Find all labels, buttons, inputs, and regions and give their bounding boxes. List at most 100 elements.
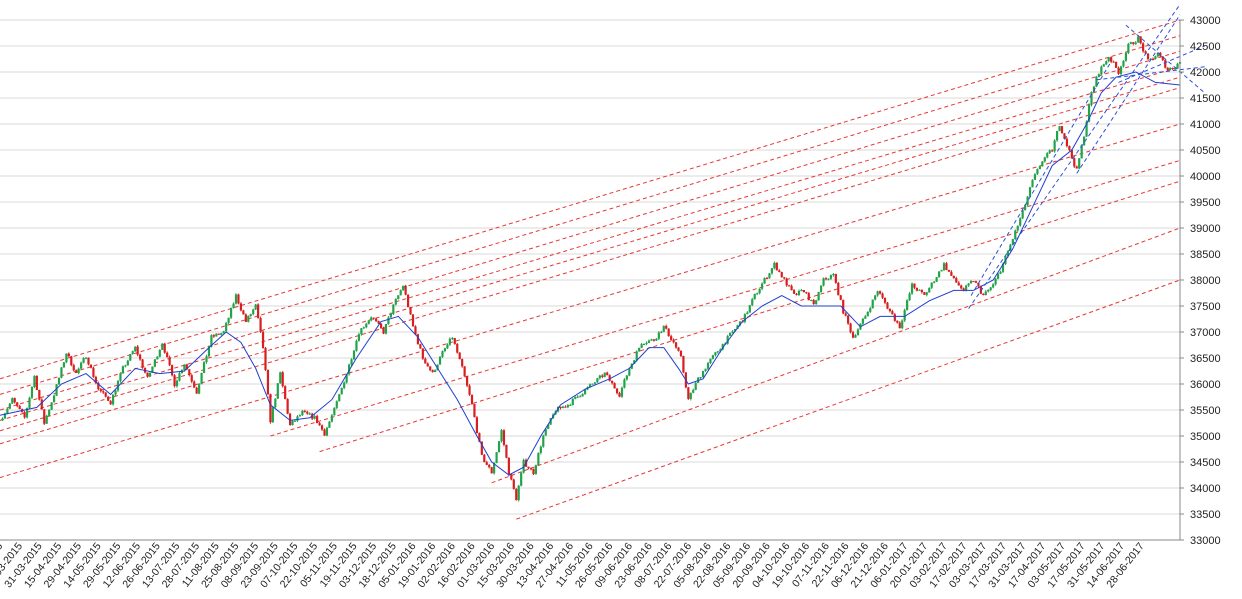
candle-body [473, 403, 476, 418]
candle-body [404, 285, 407, 295]
candle-body [360, 328, 363, 335]
candle-body [470, 394, 474, 404]
candle-body [606, 372, 609, 376]
candle-body [1014, 230, 1017, 240]
candle-body [75, 370, 78, 373]
candle-body [475, 417, 479, 434]
candle-body [601, 375, 604, 377]
candle-body [1146, 53, 1150, 60]
candle-body [202, 362, 206, 373]
candle-body [207, 346, 211, 357]
candle-body [746, 312, 749, 315]
candle-body [30, 386, 34, 398]
candle-body [758, 288, 761, 294]
candle-body [711, 355, 715, 359]
candle-body [264, 348, 267, 371]
candle-body [549, 418, 552, 425]
candle-body [1070, 149, 1073, 159]
candle-body [377, 321, 380, 324]
candle-body [581, 394, 584, 397]
candle-body [254, 304, 257, 310]
candle-body [109, 400, 112, 405]
candle-body [714, 352, 717, 356]
candle-body [667, 328, 670, 337]
candle-body [6, 408, 9, 414]
candle-body [161, 343, 164, 350]
candle-body [156, 356, 159, 360]
candle-body [662, 325, 665, 332]
candle-body [849, 323, 852, 333]
candle-body [141, 359, 144, 368]
candle-body [480, 441, 483, 455]
candle-body [478, 433, 481, 442]
candle-body [743, 314, 746, 322]
candle-body [1134, 42, 1137, 44]
candle-body [288, 413, 292, 425]
candle-body [881, 293, 884, 298]
candle-body [62, 362, 66, 368]
candle-body [414, 326, 417, 335]
candle-body [945, 263, 948, 270]
grid-lines [0, 19, 1180, 541]
candle-body [323, 429, 326, 436]
candle-body [807, 293, 810, 301]
candle-body [800, 290, 803, 292]
candle-body [544, 428, 547, 436]
candle-body [222, 331, 225, 334]
candle-body [620, 387, 624, 397]
candle-body [217, 333, 220, 335]
candle-body [266, 370, 270, 395]
candle-body [70, 356, 73, 366]
blue-trendline [1125, 24, 1205, 94]
candle-body [382, 327, 385, 334]
blue-trendline [968, 4, 1181, 309]
candle-body [43, 409, 46, 424]
candle-body [1053, 140, 1056, 152]
candle-body [274, 398, 277, 408]
candle-body [969, 281, 973, 284]
candle-body [89, 364, 93, 368]
candle-body [1127, 43, 1130, 53]
candle-body [384, 324, 388, 334]
candle-body [493, 462, 496, 474]
candle-body [699, 377, 702, 379]
candle-body [1075, 166, 1078, 169]
candle-body [347, 364, 351, 375]
candle-body [419, 344, 422, 349]
candle-body [1100, 66, 1103, 75]
candle-body [146, 372, 149, 377]
candle-body [788, 285, 791, 287]
candle-body [1105, 61, 1108, 65]
candle-body [773, 262, 776, 269]
candle-body [416, 334, 420, 345]
candle-body [483, 454, 486, 463]
candle-body [529, 468, 533, 470]
candle-body [23, 412, 26, 418]
candle-body [1132, 42, 1135, 44]
candle-body [915, 287, 919, 291]
candle-body [190, 375, 193, 382]
candle-body [1021, 210, 1024, 219]
candle-body [1011, 239, 1014, 245]
candle-body [1090, 92, 1093, 105]
candle-body [650, 339, 653, 341]
candle-body [670, 336, 673, 340]
candle-body [193, 381, 196, 388]
candle-body [316, 416, 319, 424]
candle-body [215, 333, 218, 337]
candle-body [603, 372, 606, 377]
candle-body [677, 347, 680, 351]
candle-body [1156, 52, 1159, 57]
y-tick-label: 34000 [1190, 483, 1221, 495]
candle-body [1144, 51, 1147, 54]
candle-body [392, 304, 395, 314]
candle-body [962, 288, 965, 291]
candle-body [780, 272, 783, 278]
y-tick-label: 42500 [1190, 41, 1221, 53]
candle-body [281, 372, 284, 387]
candle-body [795, 293, 798, 295]
candle-body [448, 338, 451, 345]
candle-body [1033, 174, 1037, 180]
candle-body [839, 295, 842, 300]
candle-body [638, 347, 641, 352]
